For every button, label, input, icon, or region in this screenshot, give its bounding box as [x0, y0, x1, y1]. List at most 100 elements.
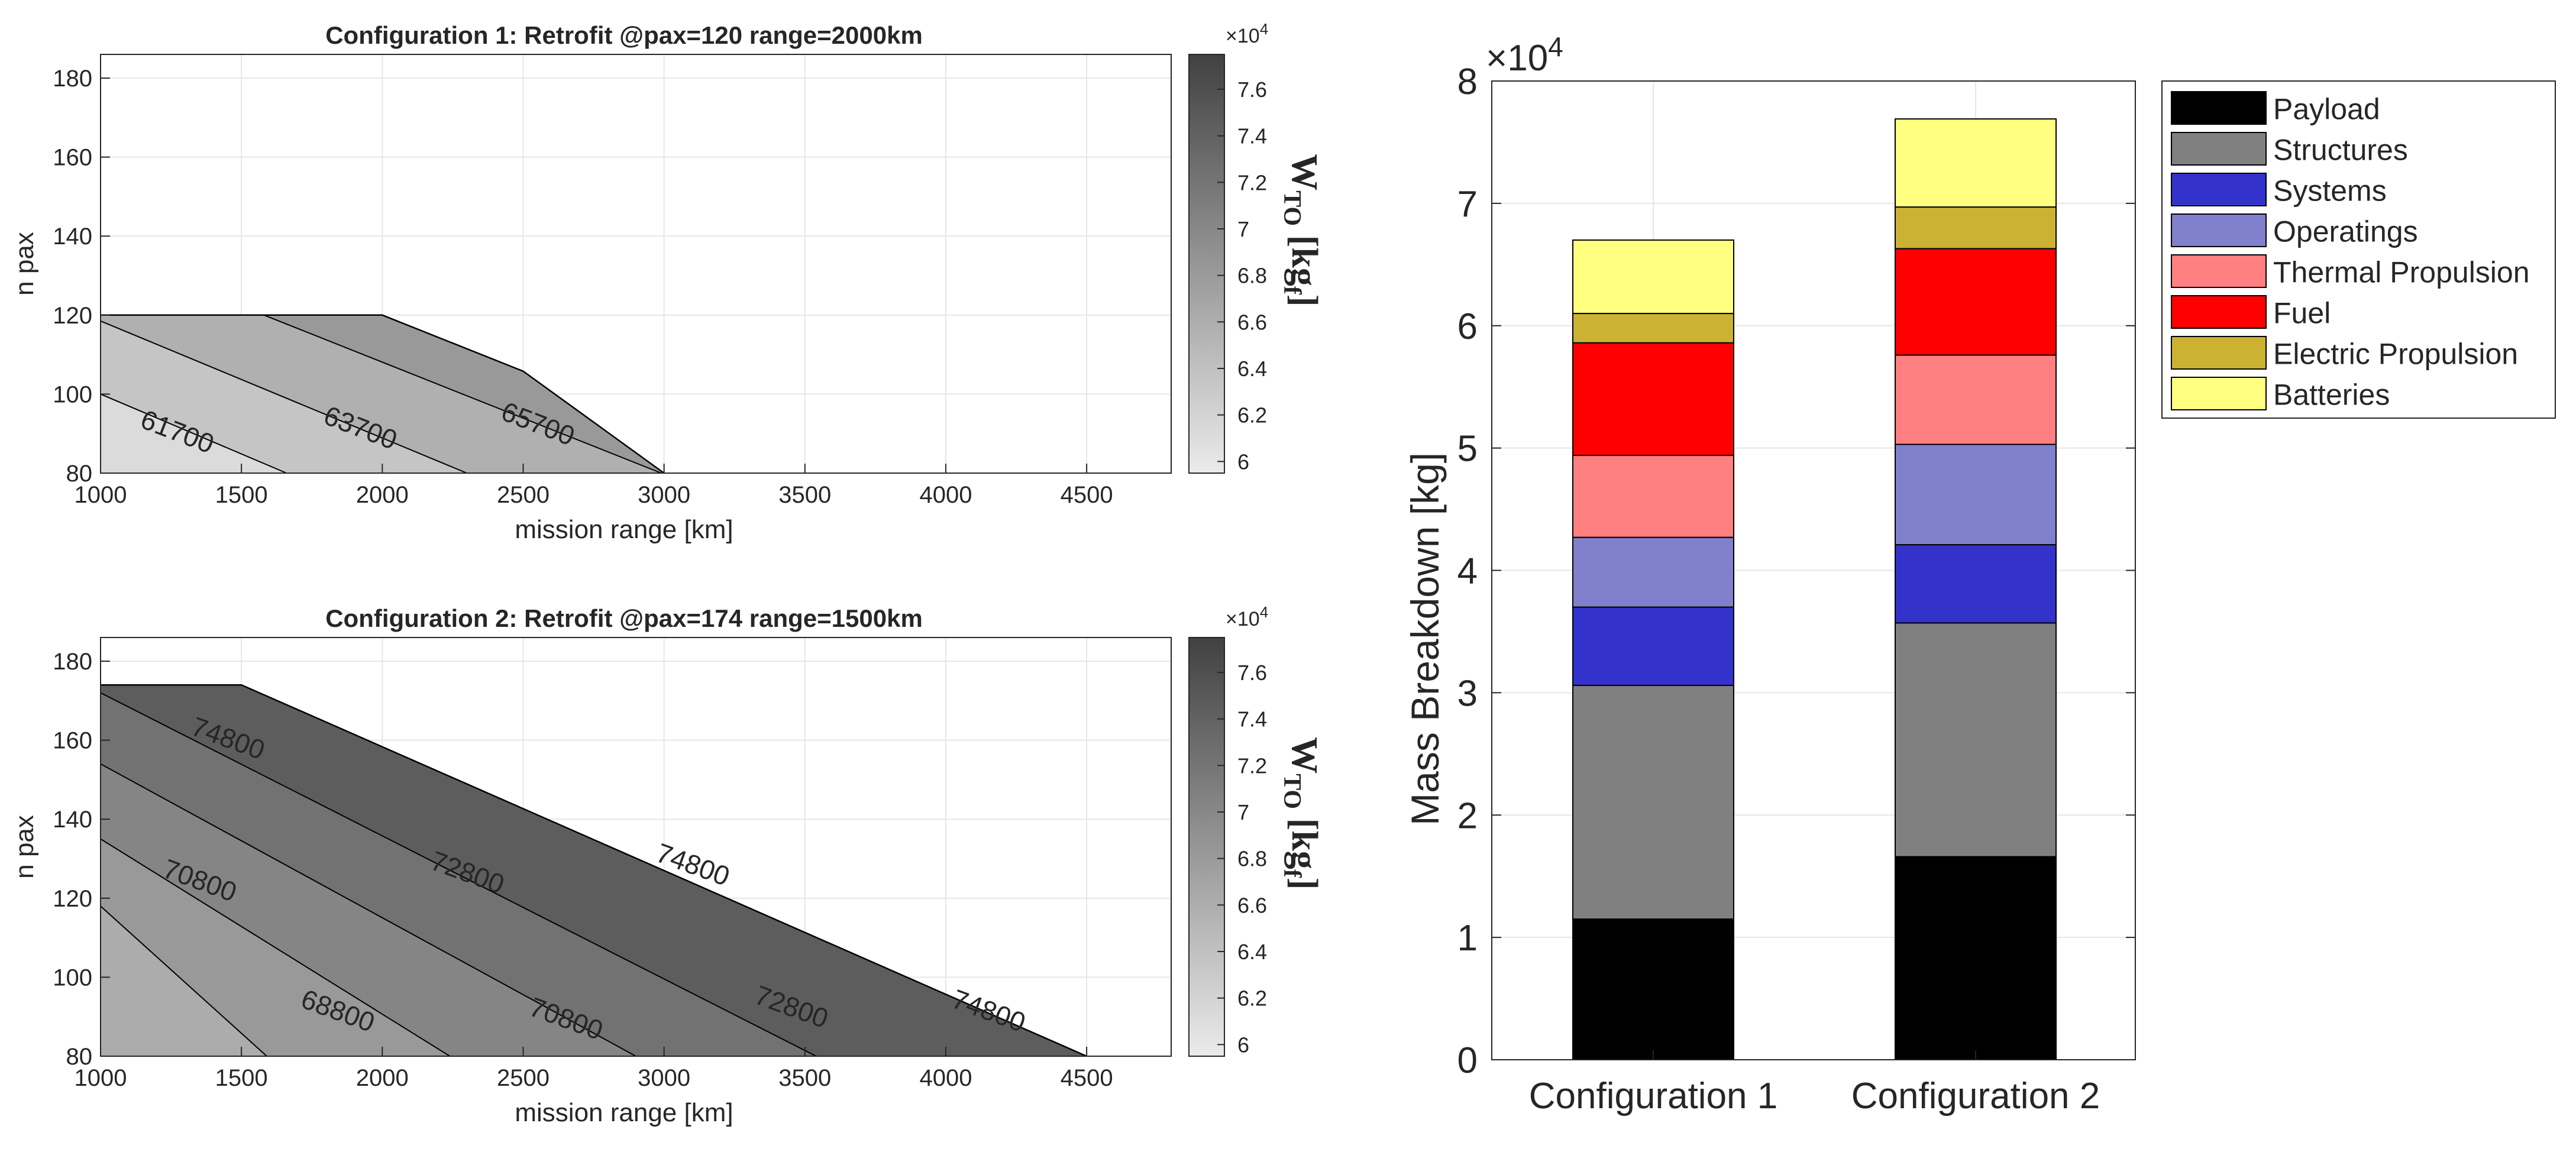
config1-ytick-label: 180 [53, 66, 92, 92]
config2-xtick-label: 4000 [919, 1065, 972, 1091]
config2-colorbar-tick-label: 7.2 [1237, 753, 1267, 778]
config1-xtick-label: 1500 [215, 482, 268, 508]
config2-colorbar-label-part: f [1278, 869, 1305, 878]
config2-ytick-label: 80 [66, 1044, 93, 1070]
config2-colorbar-multiplier: ×104 [1226, 603, 1268, 630]
config1-xtick-label: 4000 [919, 482, 972, 508]
bar-payload-1 [1572, 918, 1734, 1060]
config1-xlabel: mission range [km] [515, 515, 733, 544]
config2-xtick-label: 2000 [356, 1065, 409, 1091]
config2-colorbar-multiplier-exp: 4 [1260, 603, 1268, 621]
config1-xtick-label: 3000 [638, 482, 690, 508]
config1-xtick-label: 2000 [356, 482, 409, 508]
config2-colorbar [1188, 637, 1225, 1057]
bar-fuel-2 [1895, 248, 2057, 356]
mass-y-multiplier: ×104 [1486, 31, 1563, 79]
legend-label-batteries: Batteries [2273, 378, 2390, 412]
config1-ytick-label: 100 [53, 381, 92, 407]
config2-colorbar-tick-label: 6.4 [1237, 940, 1267, 964]
config1-ytick-label: 140 [53, 224, 92, 250]
legend-label-thermal-propulsion: Thermal Propulsion [2273, 256, 2530, 289]
config1-colorbar-multiplier-exp: 4 [1260, 20, 1268, 38]
legend-swatch-batteries [2171, 377, 2267, 410]
config2-colorbar-label: WTO [kgf] [1278, 737, 1324, 889]
config1-feasible-boundary [101, 314, 665, 474]
config2-xtick-label: 1000 [75, 1065, 127, 1091]
legend-swatch-payload [2171, 91, 2267, 125]
config1-colorbar-tick-label: 7.6 [1237, 77, 1267, 102]
mass-y-multiplier-base: ×10 [1486, 38, 1548, 79]
config2-colorbar-tick-label: 7.4 [1237, 707, 1267, 732]
mass-ylabel: Mass Breakdown [kg] [1403, 452, 1447, 826]
legend-swatch-structures [2171, 132, 2267, 166]
config1-ylabel: n pax [10, 232, 39, 296]
bar-electric-propulsion-1 [1572, 313, 1734, 344]
config1-colorbar-tick-label: 6.2 [1237, 403, 1267, 428]
config1-axes-box [100, 54, 1172, 474]
config2-feasible-boundary [101, 684, 1087, 1057]
legend-swatch-fuel [2171, 295, 2267, 329]
config2-colorbar-tick-label: 7 [1237, 800, 1249, 824]
bar-payload-2 [1895, 856, 2057, 1061]
config2-ytick-label: 160 [53, 728, 92, 754]
config2-colorbar-label-part: W [1284, 737, 1324, 774]
legend-label-payload: Payload [2273, 93, 2380, 126]
config1-colorbar-label-part: W [1284, 154, 1324, 190]
config2-contour-line [100, 838, 451, 1057]
mass-category-label: Configuration 1 [1529, 1076, 1778, 1117]
bar-systems-1 [1572, 606, 1734, 686]
config1-xtick-label: 2500 [497, 482, 550, 508]
config1-contour-line [263, 314, 662, 474]
legend-swatch-systems [2171, 173, 2267, 206]
config2-colorbar-tick-label: 6.6 [1237, 893, 1267, 917]
mass-legend: Payload Structures Systems Operatings Therma… [2161, 80, 2556, 419]
bar-operatings-2 [1895, 444, 2057, 546]
config2-contour-line [100, 763, 636, 1057]
mass-breakdown-panel: 0 1 2 3 4 5 6 7 8 Configuration 1 Configuration 2 ×… [1403, 31, 2556, 1117]
config2-ytick-label: 120 [53, 886, 92, 912]
config2-ylabel: n pax [10, 815, 39, 879]
config2-colorbar-tick-label: 6.8 [1237, 847, 1267, 871]
legend-swatch-thermal-propulsion [2171, 254, 2267, 288]
config2-colorbar-label-part: TO [1278, 774, 1305, 809]
config2-colorbar-multiplier-base: ×10 [1226, 608, 1260, 630]
config1-xtick-label: 1000 [75, 482, 127, 508]
legend-label-operatings: Operatings [2273, 215, 2418, 248]
config2-ytick-label: 180 [53, 649, 92, 675]
config2-colorbar-tick-label: 6 [1237, 1033, 1249, 1057]
config2-xlabel: mission range [km] [515, 1098, 733, 1127]
config1-colorbar-label: WTO [kgf] [1278, 154, 1324, 306]
config2-axes-box [100, 637, 1172, 1057]
config1-ytick-label: 80 [66, 461, 93, 487]
config2-colorbar-label-part: [kg [1284, 809, 1324, 869]
legend-swatch-electric-propulsion [2171, 336, 2267, 370]
config1-title: Configuration 1: Retrofit @pax=120 range… [325, 21, 923, 49]
config1-colorbar-tick-label: 7.4 [1237, 124, 1267, 148]
config1-colorbar-tick-label: 6.8 [1237, 264, 1267, 288]
bar-electric-propulsion-2 [1895, 206, 2057, 250]
bar-systems-2 [1895, 544, 2057, 624]
bar-operatings-1 [1572, 536, 1734, 608]
config1-ytick-label: 160 [53, 145, 92, 171]
config2-contour-line [100, 692, 817, 1057]
bar-structures-2 [1895, 622, 2057, 857]
mass-ytick-label: 6 [1457, 306, 1478, 347]
config1-colorbar-tick-label: 6 [1237, 449, 1249, 474]
legend-label-fuel: Fuel [2273, 297, 2331, 330]
mass-ytick-label: 2 [1457, 795, 1478, 836]
mass-ytick-label: 4 [1457, 551, 1478, 592]
config2-xtick-label: 3500 [778, 1065, 831, 1091]
config1-colorbar [1188, 54, 1225, 474]
config2-xtick-label: 3000 [638, 1065, 690, 1091]
config1-colorbar-label-part: TO [1278, 190, 1305, 226]
config1-colorbar-tick-label: 7.2 [1237, 170, 1267, 195]
config1-colorbar-label-part: f [1278, 286, 1305, 295]
legend-label-systems: Systems [2273, 174, 2387, 208]
legend-label-structures: Structures [2273, 134, 2408, 167]
config1-colorbar-multiplier: ×104 [1226, 20, 1268, 47]
config2-colorbar-label-part: ] [1284, 878, 1324, 890]
config2-colorbar-tick-label: 7.6 [1237, 661, 1267, 685]
